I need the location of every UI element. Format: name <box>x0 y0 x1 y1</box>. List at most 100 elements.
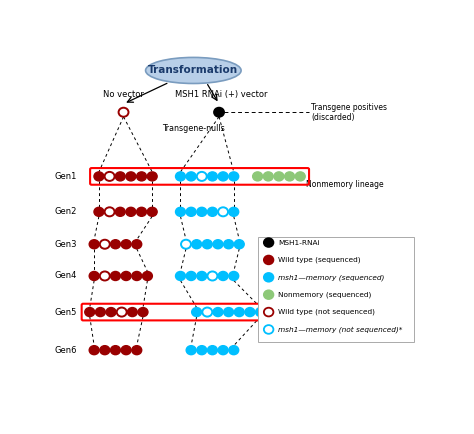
Circle shape <box>255 308 265 316</box>
Circle shape <box>117 308 127 316</box>
Text: Wild type (not sequenced): Wild type (not sequenced) <box>278 309 375 316</box>
Circle shape <box>100 272 110 280</box>
Circle shape <box>175 207 185 216</box>
Circle shape <box>110 240 120 249</box>
Circle shape <box>253 172 263 181</box>
Circle shape <box>100 345 110 355</box>
Circle shape <box>143 272 152 280</box>
Circle shape <box>264 256 273 264</box>
Circle shape <box>89 272 99 280</box>
Circle shape <box>105 207 115 216</box>
Circle shape <box>186 272 196 280</box>
Circle shape <box>274 172 284 181</box>
FancyBboxPatch shape <box>258 237 414 342</box>
Text: Nonmemory lineage: Nonmemory lineage <box>306 180 383 189</box>
Text: Transgene positives
(discarded): Transgene positives (discarded) <box>311 102 387 122</box>
Circle shape <box>89 345 99 355</box>
Circle shape <box>186 345 196 355</box>
Circle shape <box>175 172 185 181</box>
Circle shape <box>208 172 218 181</box>
Circle shape <box>229 172 239 181</box>
Circle shape <box>208 207 218 216</box>
Circle shape <box>132 240 142 249</box>
Circle shape <box>202 240 212 249</box>
Text: Gen3: Gen3 <box>55 240 77 249</box>
Circle shape <box>105 172 115 181</box>
Text: Gen5: Gen5 <box>55 308 77 316</box>
Text: msh1—memory (not sequenced)*: msh1—memory (not sequenced)* <box>278 326 402 333</box>
Circle shape <box>128 308 137 316</box>
Circle shape <box>126 172 136 181</box>
Circle shape <box>264 308 273 316</box>
Circle shape <box>218 272 228 280</box>
Circle shape <box>137 207 146 216</box>
Circle shape <box>147 207 157 216</box>
Circle shape <box>197 172 207 181</box>
Circle shape <box>191 308 201 316</box>
Circle shape <box>181 240 191 249</box>
Text: Transgene-nulls: Transgene-nulls <box>162 125 225 133</box>
Text: Nonmemory (sequenced): Nonmemory (sequenced) <box>278 292 371 298</box>
Circle shape <box>295 172 305 181</box>
Circle shape <box>197 207 207 216</box>
Circle shape <box>85 308 95 316</box>
Circle shape <box>234 240 244 249</box>
Circle shape <box>132 345 142 355</box>
Circle shape <box>208 272 218 280</box>
Text: MSH1 RNAi (+) vector: MSH1 RNAi (+) vector <box>174 90 267 99</box>
Circle shape <box>218 172 228 181</box>
Circle shape <box>89 240 99 249</box>
Circle shape <box>175 272 185 280</box>
Text: No vector: No vector <box>103 90 144 99</box>
Circle shape <box>264 238 273 247</box>
Circle shape <box>264 172 273 181</box>
Text: msh1—memory (sequenced): msh1—memory (sequenced) <box>278 274 384 280</box>
Circle shape <box>218 345 228 355</box>
Circle shape <box>213 308 223 316</box>
Circle shape <box>94 207 104 216</box>
Ellipse shape <box>146 57 241 83</box>
Circle shape <box>224 308 234 316</box>
Circle shape <box>264 273 273 282</box>
Circle shape <box>115 207 125 216</box>
Circle shape <box>218 207 228 216</box>
Circle shape <box>197 345 207 355</box>
Circle shape <box>118 108 128 117</box>
Circle shape <box>106 308 116 316</box>
Circle shape <box>137 172 146 181</box>
Circle shape <box>229 272 239 280</box>
Circle shape <box>100 240 110 249</box>
Circle shape <box>126 207 136 216</box>
Circle shape <box>94 172 104 181</box>
Circle shape <box>186 172 196 181</box>
Circle shape <box>284 172 294 181</box>
Circle shape <box>115 172 125 181</box>
Circle shape <box>224 240 234 249</box>
Circle shape <box>110 345 120 355</box>
Circle shape <box>121 345 131 355</box>
Text: Gen2: Gen2 <box>55 207 77 216</box>
Circle shape <box>186 207 196 216</box>
Circle shape <box>202 308 212 316</box>
Circle shape <box>197 272 207 280</box>
Circle shape <box>245 308 255 316</box>
Circle shape <box>208 345 218 355</box>
Circle shape <box>213 240 223 249</box>
Circle shape <box>132 272 142 280</box>
Circle shape <box>229 345 239 355</box>
Circle shape <box>264 290 273 299</box>
Text: Gen6: Gen6 <box>55 345 77 355</box>
Circle shape <box>234 308 244 316</box>
Text: Wild type (sequenced): Wild type (sequenced) <box>278 256 360 263</box>
Circle shape <box>229 207 239 216</box>
Circle shape <box>121 240 131 249</box>
Text: Gen1: Gen1 <box>55 172 77 181</box>
Circle shape <box>147 172 157 181</box>
Circle shape <box>191 240 201 249</box>
Text: MSH1-RNAi: MSH1-RNAi <box>278 240 319 246</box>
Circle shape <box>95 308 105 316</box>
Circle shape <box>110 272 120 280</box>
Circle shape <box>138 308 148 316</box>
Circle shape <box>264 325 273 334</box>
Circle shape <box>121 272 131 280</box>
